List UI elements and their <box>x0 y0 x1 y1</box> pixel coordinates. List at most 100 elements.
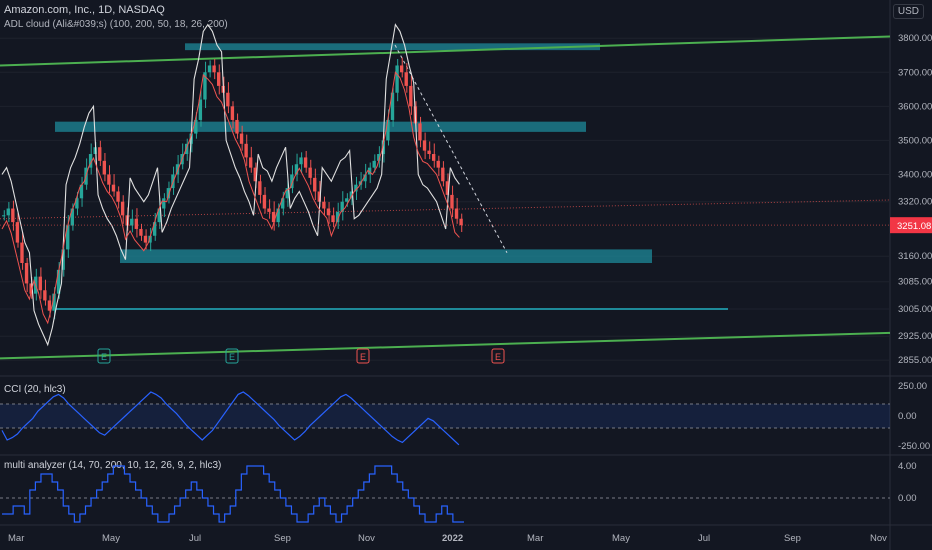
candle <box>230 106 235 120</box>
candle <box>56 269 61 294</box>
candle <box>111 184 116 192</box>
earnings-marker <box>491 348 505 364</box>
candle <box>143 235 148 243</box>
candle <box>6 208 10 216</box>
earnings-label: E <box>495 352 501 362</box>
earnings-label: E <box>360 352 366 362</box>
candle <box>431 154 436 161</box>
candle <box>404 72 408 86</box>
x-tick-label: Mar <box>8 533 24 544</box>
candle <box>88 154 93 168</box>
candle <box>395 65 399 93</box>
channel-lower <box>0 331 891 360</box>
y-tick-label: 3500.00 <box>898 135 932 146</box>
signal-line <box>1 71 460 325</box>
candle <box>409 85 413 107</box>
x-tick-label: Nov <box>870 533 887 544</box>
candle <box>102 160 107 175</box>
candle <box>299 157 303 165</box>
candle <box>75 198 79 209</box>
support-zone <box>120 249 652 264</box>
cci-tick-label: 0.00 <box>898 411 917 422</box>
candle <box>276 208 280 223</box>
cci-band <box>0 404 890 428</box>
y-tick-label: 2925.00 <box>898 331 932 342</box>
candle <box>61 249 65 270</box>
candle <box>326 208 331 216</box>
candle <box>427 150 431 155</box>
candle <box>52 293 56 311</box>
candle <box>226 92 230 107</box>
candle <box>450 194 454 209</box>
analyzer-title: multi analyzer (14, 70, 200, 10, 12, 26,… <box>4 460 221 471</box>
candle <box>29 283 33 294</box>
candle <box>262 194 267 209</box>
candle <box>130 218 134 226</box>
candle <box>399 65 404 73</box>
earnings-label: E <box>229 352 235 362</box>
analyzer-tick-label: 4.00 <box>898 461 917 472</box>
x-tick-label: May <box>102 533 120 544</box>
earnings-marker <box>97 348 111 364</box>
analyzer-tick-label: 0.00 <box>898 493 917 504</box>
last-price-tag <box>890 217 932 234</box>
candle <box>134 218 139 229</box>
candle <box>308 167 312 178</box>
candle <box>253 167 257 182</box>
candle <box>212 65 216 73</box>
earnings-marker <box>356 348 370 364</box>
x-tick-label: Sep <box>274 533 291 544</box>
candle <box>139 228 143 236</box>
candle <box>436 160 440 168</box>
y-tick-label: 2855.00 <box>898 355 932 366</box>
candle <box>267 208 271 212</box>
candle <box>281 198 285 209</box>
candle <box>239 133 244 144</box>
candle <box>2 215 6 217</box>
candle <box>317 191 321 202</box>
candle <box>194 119 198 134</box>
candle <box>249 157 253 168</box>
earnings-label: E <box>101 352 107 362</box>
candle <box>349 191 354 199</box>
candle <box>38 276 42 291</box>
candle <box>162 198 166 209</box>
candle <box>459 218 463 226</box>
candle <box>290 174 294 189</box>
candle <box>93 147 97 155</box>
x-tick-label: 2022 <box>442 533 463 544</box>
candle <box>15 222 20 243</box>
cci-tick-label: 250.00 <box>898 381 927 392</box>
x-tick-label: Jul <box>189 533 201 544</box>
candle <box>203 72 207 100</box>
candle <box>11 208 15 223</box>
candle <box>445 181 450 195</box>
candle <box>285 188 289 199</box>
candle <box>294 164 299 175</box>
candle <box>166 188 171 199</box>
resistance-zone-mid <box>55 121 586 132</box>
candle <box>322 201 326 209</box>
currency-badge[interactable]: USD <box>892 4 924 19</box>
candle <box>148 235 152 243</box>
candle <box>207 65 212 73</box>
candle <box>116 191 120 202</box>
candle <box>152 222 157 236</box>
candle <box>345 198 349 202</box>
y-tick-label: 3700.00 <box>898 67 932 78</box>
candle <box>454 208 459 219</box>
y-tick-label: 3320.00 <box>898 197 932 208</box>
candle <box>335 211 340 223</box>
candle <box>47 300 52 311</box>
candle <box>372 160 376 168</box>
analyzer-line <box>2 465 464 523</box>
candle <box>175 164 180 175</box>
x-tick-label: Jul <box>698 533 710 544</box>
candle <box>79 184 84 199</box>
y-tick-label: 3160.00 <box>898 251 932 262</box>
candle <box>20 242 24 264</box>
candle <box>313 177 317 192</box>
indicator-title: ADL cloud (Ali&#039;s) (100, 200, 50, 18… <box>4 19 228 30</box>
